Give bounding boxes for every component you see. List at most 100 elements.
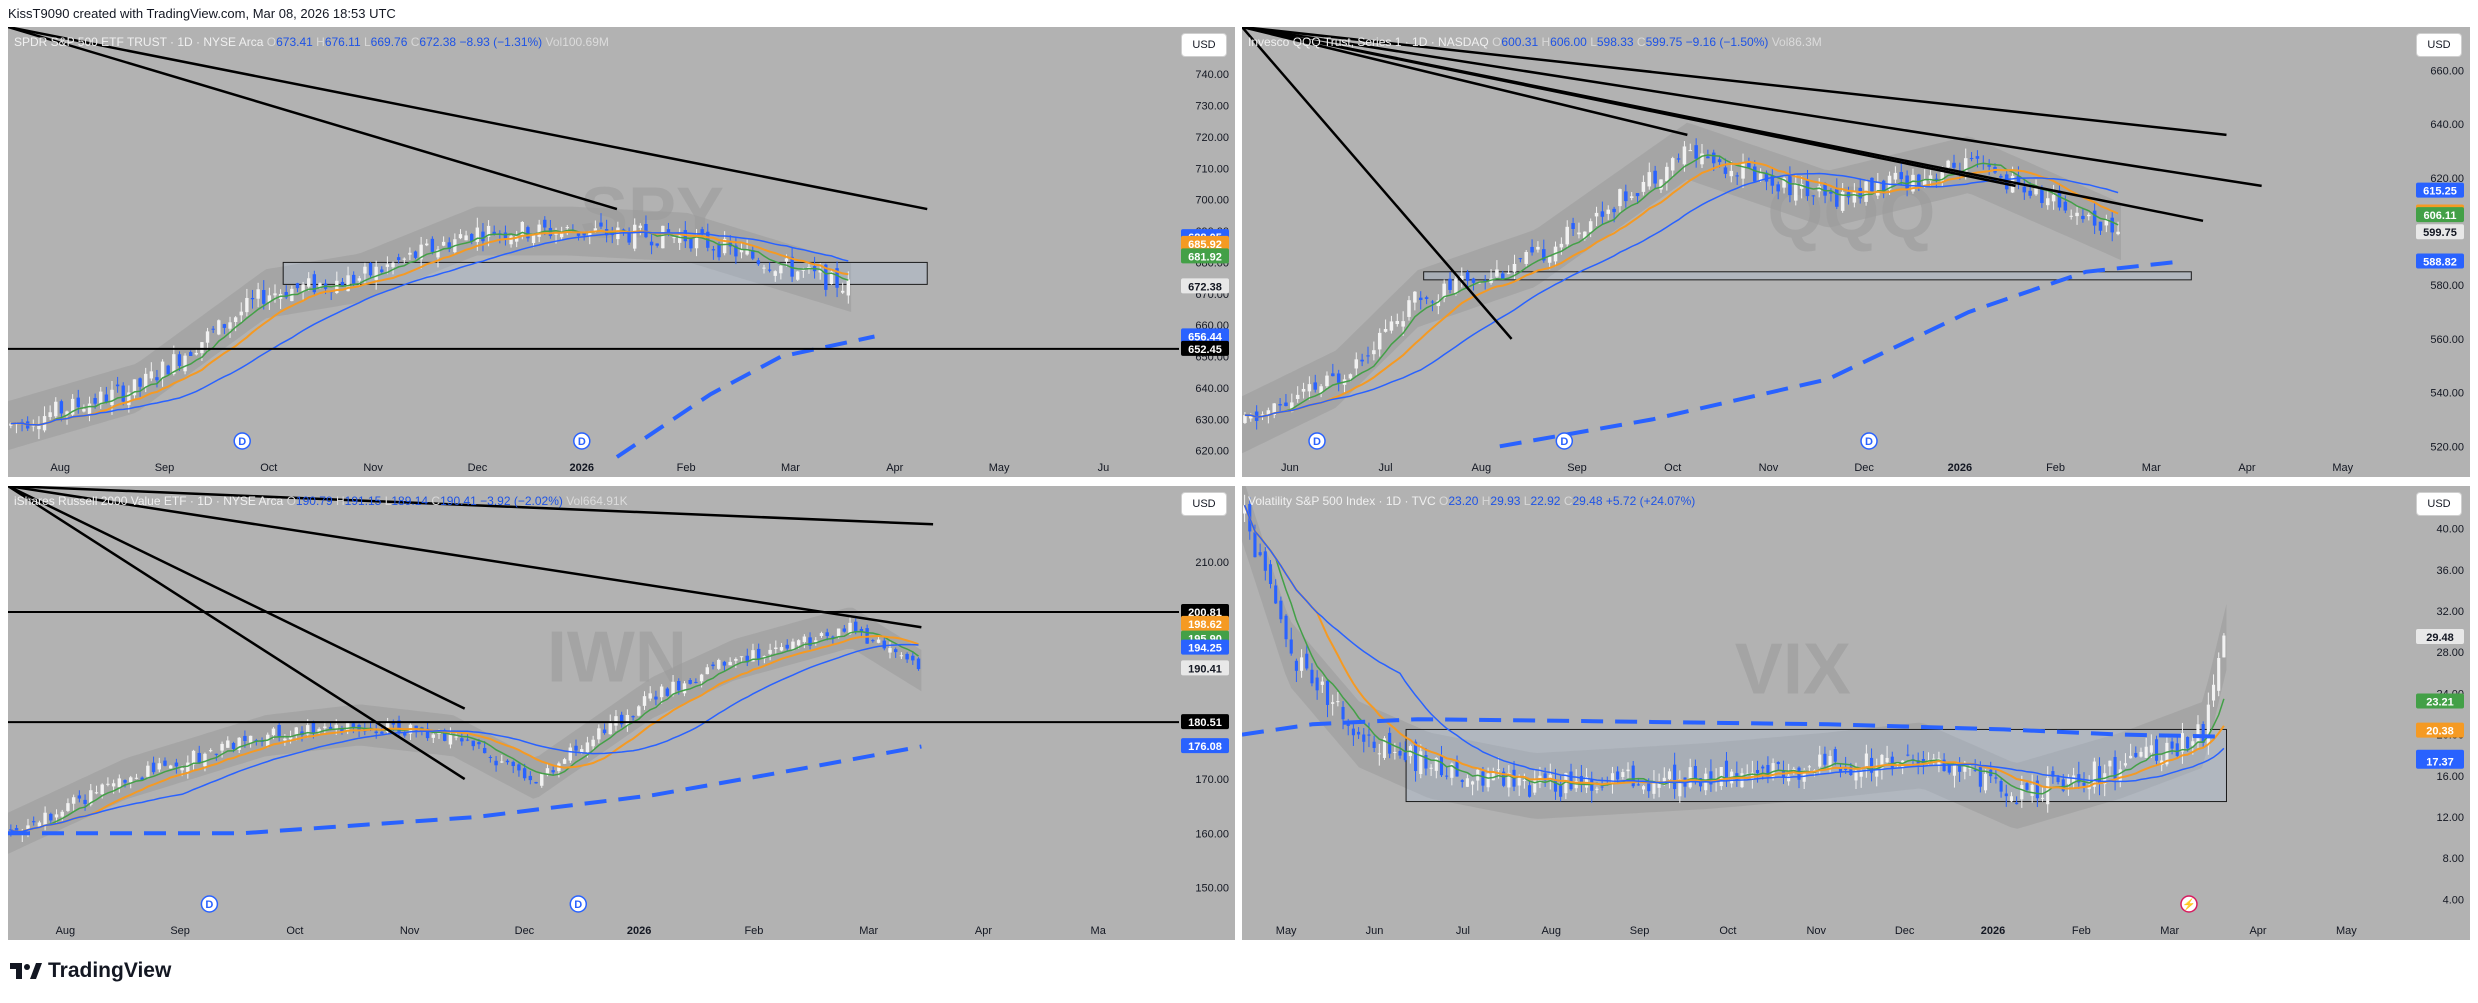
candle-body bbox=[2116, 231, 2120, 235]
chart-panel-vix[interactable]: VIX40.0036.0032.0028.0024.0020.0016.0012… bbox=[1242, 486, 2470, 940]
tradingview-logo[interactable]: TradingView bbox=[10, 959, 171, 983]
candle-body bbox=[1776, 762, 1780, 765]
candle-body bbox=[1430, 301, 1435, 303]
chart-svg-qqq: QQQ660.00640.00620.00600.00580.00560.005… bbox=[1242, 27, 2470, 477]
candle-body bbox=[1642, 786, 1646, 790]
candle-body bbox=[323, 726, 327, 729]
price-label-box bbox=[1181, 604, 1229, 620]
candle-body bbox=[1653, 170, 1657, 184]
candle-body bbox=[425, 728, 430, 739]
candle-body bbox=[2123, 763, 2127, 766]
candle-body bbox=[768, 649, 772, 654]
candle-body bbox=[1676, 158, 1681, 160]
candle-body bbox=[441, 241, 446, 246]
trendline bbox=[8, 27, 618, 211]
candle-body bbox=[1383, 329, 1388, 332]
candle-body bbox=[859, 628, 864, 633]
candle-body bbox=[431, 734, 436, 738]
currency-button[interactable]: USD bbox=[2416, 492, 2462, 516]
candle-body bbox=[1688, 767, 1692, 788]
candle-body bbox=[408, 252, 412, 255]
candle-body bbox=[1565, 226, 1569, 245]
candle-body bbox=[1652, 781, 1656, 794]
candle-body bbox=[2025, 783, 2029, 790]
ma-long-dashed-line bbox=[8, 744, 922, 836]
candle-body bbox=[801, 269, 806, 271]
candle-body bbox=[1471, 278, 1476, 283]
candle-body bbox=[89, 790, 93, 805]
candle-body bbox=[2098, 221, 2103, 231]
price-tick-label: 40.00 bbox=[2436, 524, 2464, 536]
candle-body bbox=[1377, 332, 1382, 350]
candle-body bbox=[1414, 741, 1418, 772]
candle-body bbox=[1424, 755, 1428, 769]
candle-body bbox=[818, 270, 822, 273]
candle-body bbox=[328, 726, 333, 731]
currency-button[interactable]: USD bbox=[1181, 492, 1227, 516]
candle-body bbox=[545, 768, 550, 774]
time-tick-label: Dec bbox=[1895, 925, 1915, 937]
candle-body bbox=[582, 233, 586, 236]
candle-body bbox=[1454, 278, 1458, 294]
legend-open: 190.79 bbox=[295, 494, 333, 508]
candle-body bbox=[1770, 175, 1775, 186]
currency-button[interactable]: USD bbox=[1181, 33, 1227, 57]
candle-body bbox=[1838, 767, 1843, 773]
candle-body bbox=[111, 783, 116, 787]
candle-body bbox=[1274, 585, 1278, 604]
candle-body bbox=[1899, 172, 1904, 180]
price-label-box bbox=[1181, 235, 1229, 251]
earnings-icon bbox=[2180, 895, 2198, 913]
price-tick-label: 630.00 bbox=[1195, 414, 1229, 426]
currency-button[interactable]: USD bbox=[2416, 33, 2462, 57]
trendline bbox=[8, 486, 466, 710]
candle-body bbox=[151, 762, 156, 773]
chart-panel-iwn[interactable]: IWN210.00200.00190.00180.00170.00160.001… bbox=[8, 486, 1235, 940]
candle-body bbox=[2175, 743, 2179, 756]
time-tick-label: May bbox=[989, 462, 1010, 474]
candle-body bbox=[2035, 780, 2039, 799]
candle-body bbox=[1439, 755, 1444, 776]
range-box bbox=[1423, 271, 2192, 281]
candle-body bbox=[1471, 781, 1475, 785]
candle-body bbox=[87, 403, 92, 415]
candle-body bbox=[93, 398, 97, 404]
candle-body bbox=[1662, 777, 1666, 785]
candle-body bbox=[562, 759, 567, 764]
candle-body bbox=[1818, 754, 1822, 767]
legend-symbol-name: iShares Russell 2000 Value ETF · 1D · NY… bbox=[14, 494, 284, 508]
candle-body bbox=[1756, 770, 1760, 774]
price-tick-label: 560.00 bbox=[2430, 334, 2464, 346]
candle-body bbox=[1403, 752, 1407, 761]
legend-open: 600.31 bbox=[1501, 35, 1539, 49]
candle-body bbox=[385, 264, 390, 267]
candle-body bbox=[283, 738, 287, 741]
candle-body bbox=[1647, 782, 1651, 792]
dividend-icon bbox=[1555, 432, 1574, 450]
chart-panel-qqq[interactable]: QQQ660.00640.00620.00600.00580.00560.005… bbox=[1242, 27, 2470, 477]
candle-body bbox=[649, 241, 654, 246]
candle-body bbox=[1450, 763, 1454, 778]
candle-body bbox=[2016, 175, 2021, 183]
price-label-box bbox=[2416, 693, 2464, 709]
candle-body bbox=[267, 295, 272, 302]
symbol-watermark: VIX bbox=[1735, 629, 1851, 709]
candle-body bbox=[1331, 702, 1335, 704]
candle-body bbox=[899, 655, 904, 657]
candle-body bbox=[1693, 766, 1697, 779]
candle-body bbox=[1481, 771, 1485, 786]
candle-body bbox=[1905, 175, 1909, 190]
candle-body bbox=[166, 365, 170, 375]
candle-body bbox=[705, 667, 710, 675]
time-tick-label: Oct bbox=[1664, 462, 1681, 474]
candle-body bbox=[1799, 183, 1804, 189]
price-label-text: 599.75 bbox=[2423, 227, 2457, 239]
chart-panel-spy[interactable]: SPY740.00730.00720.00710.00700.00690.006… bbox=[8, 27, 1235, 477]
candle-body bbox=[66, 803, 70, 811]
legend-high: 676.11 bbox=[324, 35, 361, 49]
legend-vix: Volatility S&P 500 Index · 1D · TVC O23.… bbox=[1248, 494, 1696, 508]
candle-body bbox=[77, 795, 82, 799]
candle-body bbox=[1553, 779, 1558, 792]
candle-body bbox=[1906, 754, 1910, 756]
time-tick-label: Jul bbox=[1456, 925, 1470, 937]
